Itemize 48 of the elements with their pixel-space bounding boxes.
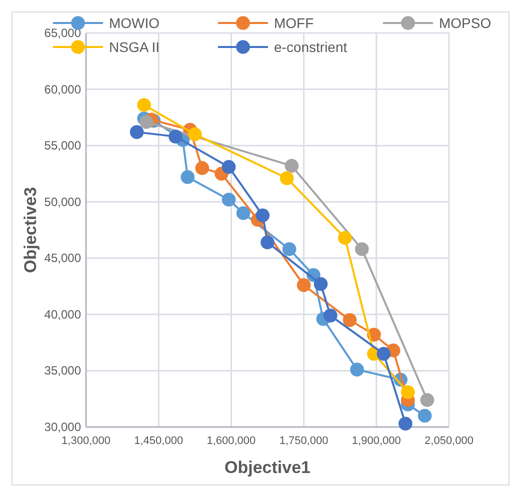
- x-axis-title: Objective1: [224, 458, 310, 477]
- point: [180, 170, 195, 184]
- y-tick-label: 65,000: [44, 26, 82, 40]
- y-tick-label: 30,000: [44, 420, 82, 434]
- y-tick-label: 55,000: [44, 138, 82, 153]
- point: [222, 192, 236, 206]
- y-tick-label: 60,000: [44, 82, 82, 96]
- legend-label: MOPSO: [439, 15, 492, 31]
- x-tick-label: 1,300,000: [62, 435, 110, 447]
- point: [342, 313, 357, 327]
- point: [137, 98, 151, 112]
- point: [420, 393, 434, 407]
- point: [140, 115, 154, 129]
- point: [314, 277, 328, 291]
- point: [282, 242, 296, 256]
- x-tick-label: 1,600,000: [206, 435, 256, 447]
- point: [354, 242, 369, 256]
- point: [130, 125, 144, 139]
- point: [222, 160, 236, 174]
- y-axis-title: Objective3: [21, 187, 40, 273]
- legend-label: MOWIO: [109, 15, 160, 31]
- point: [256, 208, 270, 222]
- point: [400, 385, 415, 399]
- point: [280, 171, 294, 186]
- x-tick-label: 1,900,000: [352, 435, 401, 447]
- point: [350, 362, 364, 376]
- point: [195, 161, 210, 175]
- point: [398, 416, 412, 431]
- x-tick-label: 2,050,000: [424, 435, 474, 447]
- point: [418, 408, 432, 423]
- y-tick-label: 35,000: [44, 364, 82, 378]
- legend-label: e-constrient: [274, 39, 348, 55]
- point: [338, 230, 352, 245]
- point: [168, 130, 182, 144]
- y-tick-label: 45,000: [44, 251, 82, 266]
- y-tick-label: 40,000: [44, 307, 82, 322]
- point: [284, 158, 299, 173]
- point: [188, 127, 202, 142]
- y-tick-label: 50,000: [44, 194, 82, 209]
- x-tick-label: 1,450,000: [134, 435, 184, 447]
- point: [236, 206, 250, 220]
- legend-label: NSGA II: [109, 39, 160, 55]
- x-tick-label: 1,750,000: [279, 435, 328, 447]
- point: [324, 308, 338, 322]
- legend-label: MOFF: [274, 15, 314, 31]
- point: [260, 235, 274, 250]
- point: [296, 278, 311, 292]
- point: [376, 346, 391, 361]
